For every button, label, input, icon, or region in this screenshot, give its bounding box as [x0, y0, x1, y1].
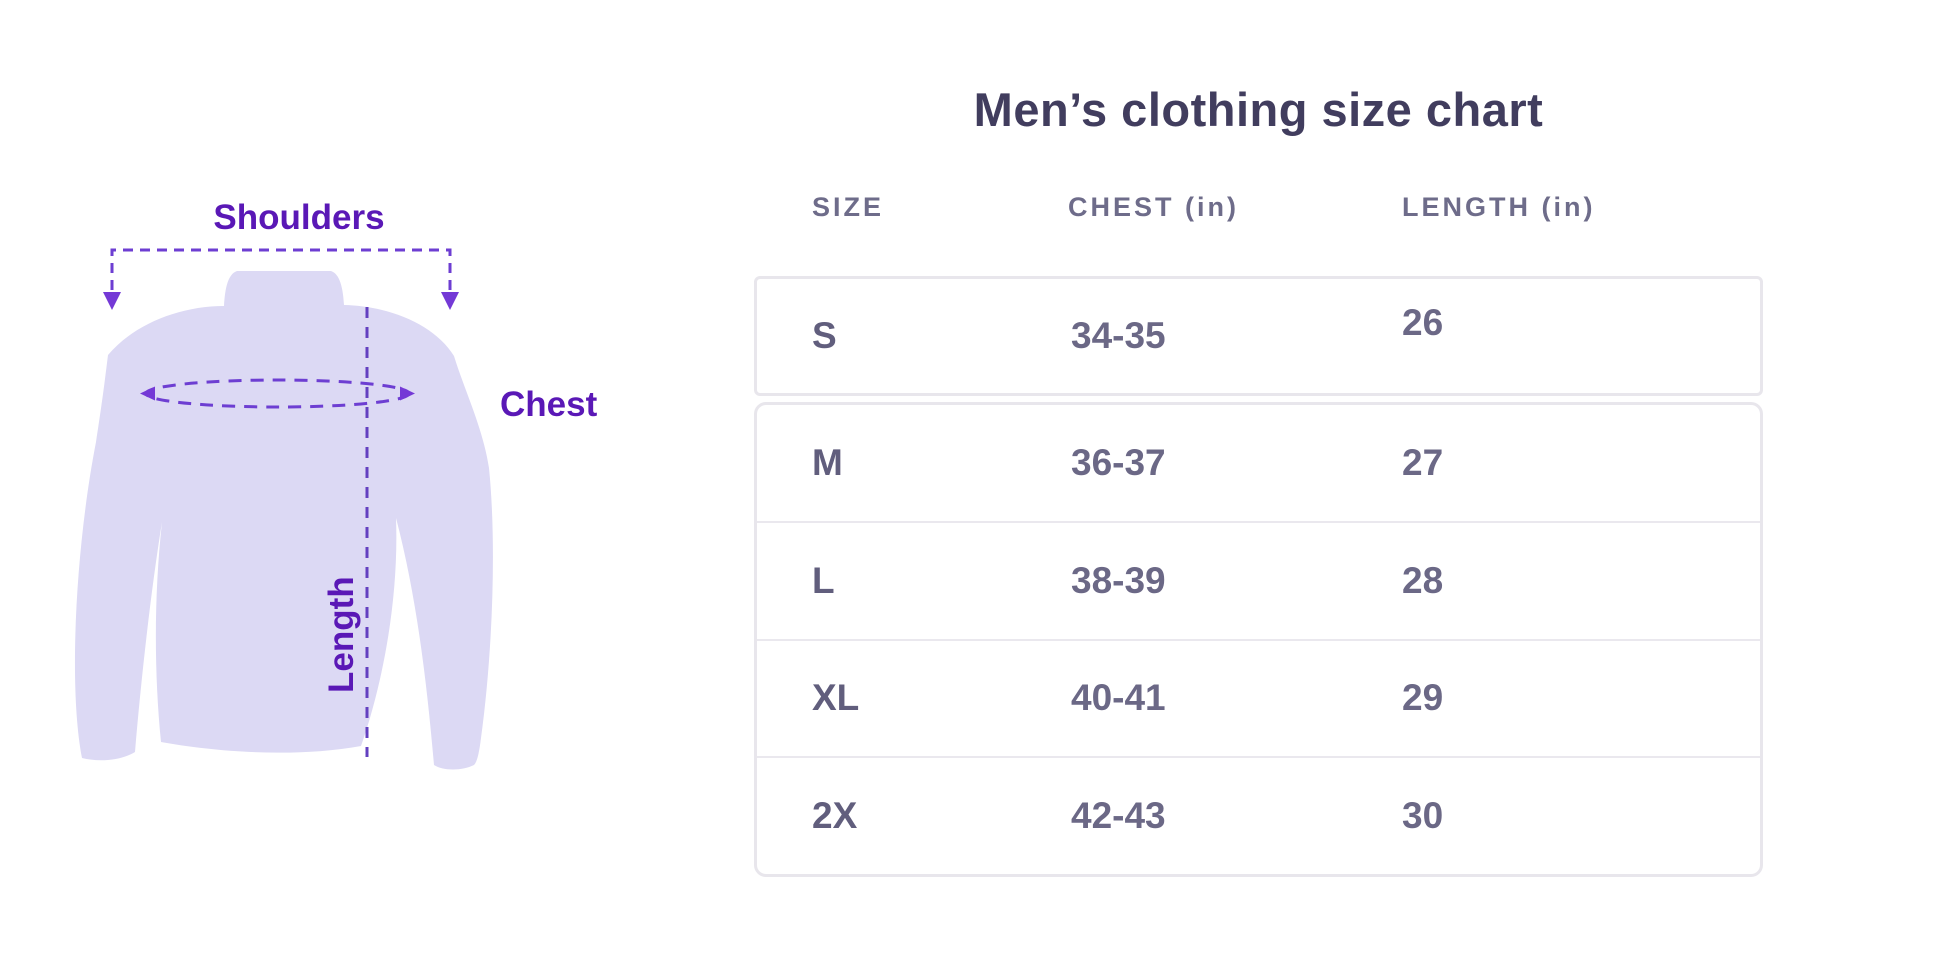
- chest-cell: 34-35: [1071, 315, 1166, 356]
- shoulders-arrow-left: [103, 292, 121, 310]
- table-row: M 36-37 27: [757, 405, 1760, 521]
- length-label: Length: [322, 576, 361, 693]
- size-cell: S: [812, 315, 837, 356]
- size-cell: XL: [812, 677, 860, 719]
- table-row: XL 40-41 29: [757, 638, 1760, 757]
- length-cell: 29: [1402, 677, 1444, 719]
- chest-cell: 42-43: [1071, 795, 1166, 837]
- shirt-silhouette: [74, 271, 493, 770]
- column-header-size: SIZE: [812, 192, 885, 222]
- length-cell: 30: [1402, 795, 1444, 837]
- table-row: L 38-39 28: [757, 520, 1760, 639]
- length-cell: 27: [1402, 441, 1444, 483]
- chest-cell: 38-39: [1071, 559, 1166, 601]
- chest-cell: 36-37: [1071, 441, 1166, 483]
- shoulders-bracket-dashed-line: [110, 248, 452, 290]
- chest-arrow-left: [140, 386, 155, 401]
- length-cell: 26: [1402, 302, 1444, 343]
- table-card-bottom: M 36-37 27 L 38-39 28 XL 40-41 29 2X 42-…: [754, 402, 1763, 877]
- shoulders-arrow-right: [441, 292, 459, 310]
- shirt-measurement-diagram: Shoulders Chest Length: [74, 198, 598, 770]
- table-row: 2X 42-43 30: [757, 756, 1760, 874]
- size-cell: M: [812, 441, 843, 483]
- shoulders-label: Shoulders: [213, 198, 384, 237]
- length-cell: 28: [1402, 559, 1444, 601]
- chest-label: Chest: [500, 385, 598, 424]
- chest-arrow-right: [400, 386, 415, 401]
- size-cell: 2X: [812, 795, 858, 837]
- size-cell: L: [812, 559, 835, 601]
- column-header-length: LENGTH (in): [1402, 192, 1596, 222]
- table-card-top: S 34-35 26: [754, 276, 1763, 396]
- page-title: Men’s clothing size chart: [973, 83, 1544, 136]
- column-header-chest: CHEST (in): [1068, 192, 1239, 222]
- table-row: S 34-35 26: [757, 279, 1760, 393]
- chest-cell: 40-41: [1071, 677, 1166, 719]
